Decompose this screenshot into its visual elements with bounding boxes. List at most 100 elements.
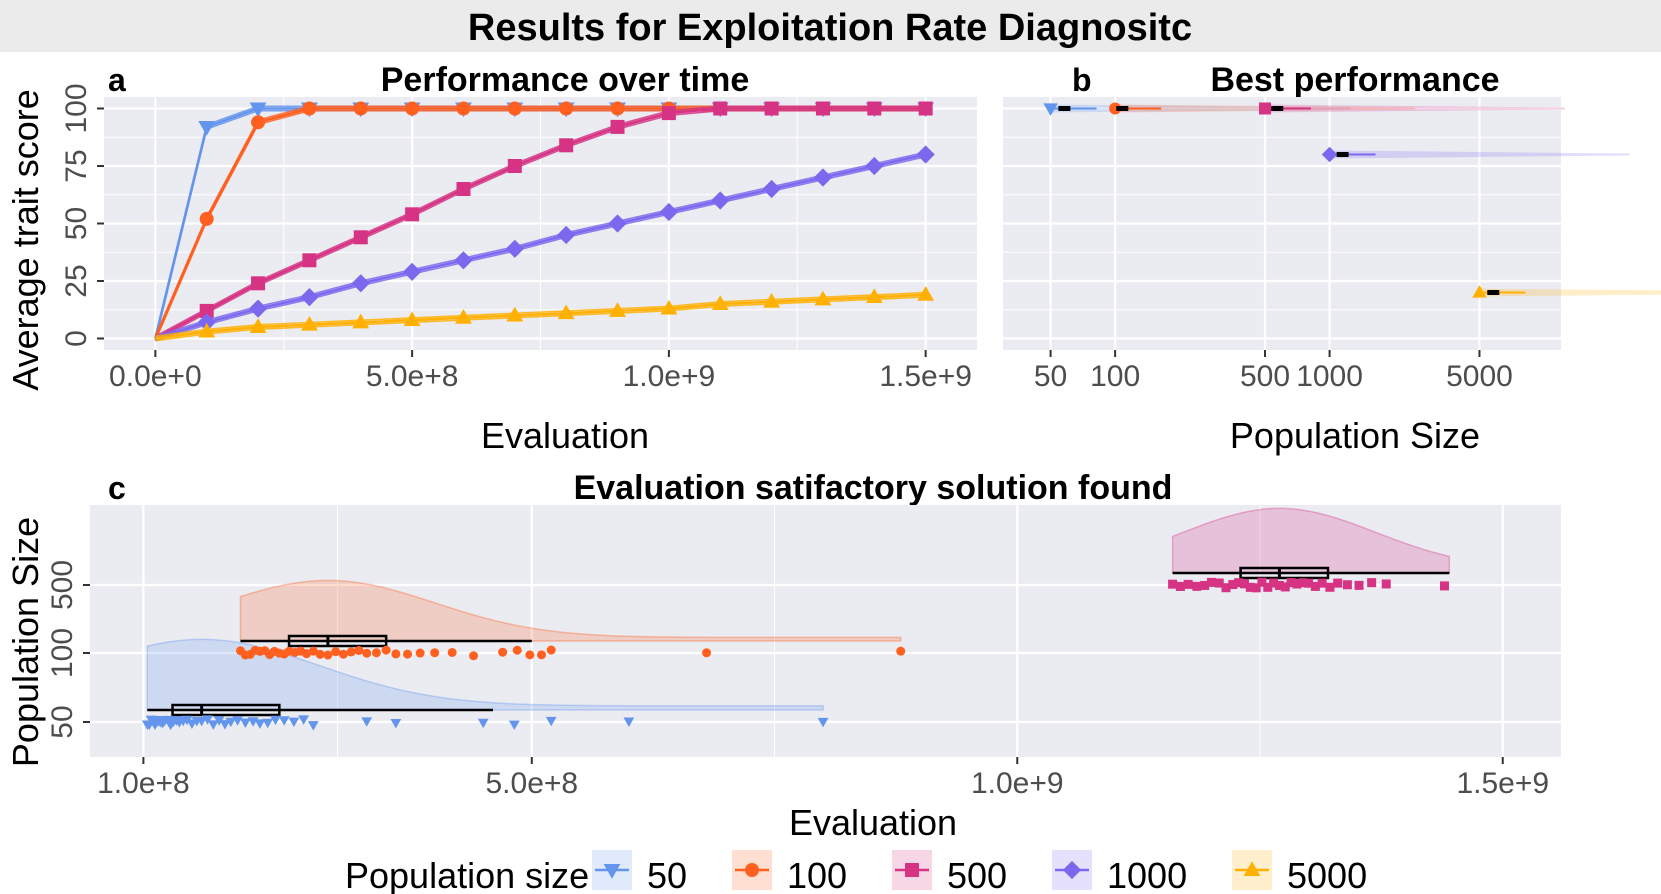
- legend-label-50: 50: [647, 855, 687, 894]
- panel-a-point-500: [507, 159, 522, 173]
- panel-a-point-100: [251, 115, 266, 130]
- panel-c-point-500: [1183, 579, 1193, 589]
- panel-b-xlabel: Population Size: [1230, 415, 1480, 456]
- panel-c-point-100: [430, 648, 440, 658]
- panel-c-point-100: [338, 649, 348, 659]
- panel-c-point-500: [1221, 583, 1231, 593]
- panel-a-series-500-line: [154, 107, 926, 340]
- panel-c-point-500: [1239, 579, 1249, 589]
- panel-c-point-100: [546, 645, 556, 655]
- panel-label-a: a: [108, 62, 126, 98]
- panel-b-density-1000: [1329, 150, 1630, 159]
- panel-a-point-5000: [660, 299, 678, 315]
- panel-c-point-500: [1228, 580, 1238, 590]
- panel-a-point-5000: [814, 290, 832, 306]
- panel-c-point-500: [1292, 579, 1302, 589]
- panel-c-point-500: [1192, 581, 1202, 591]
- panel-a-point-5000: [198, 322, 216, 338]
- panel-c-point-50: [361, 717, 373, 727]
- panel-b-density-500: [1265, 104, 1566, 113]
- panel-a-point-1000: [300, 288, 319, 307]
- panel-a-point-1000: [608, 214, 627, 233]
- legend-marker-100: [745, 863, 759, 877]
- panel-c-point-50: [239, 718, 251, 728]
- panel-c-point-100: [447, 647, 457, 657]
- panel-c-point-100: [702, 648, 712, 658]
- panel-c-xtick-label: 1.5e+9: [1456, 767, 1549, 800]
- panel-c-point-500: [1304, 578, 1314, 588]
- panel-b-point-1000: [1321, 146, 1338, 163]
- panel-c-point-50: [254, 719, 266, 729]
- panel-a-ytick-label: 100: [60, 83, 93, 133]
- panel-c-point-50: [213, 716, 225, 726]
- panel-a-point-50: [249, 102, 267, 118]
- panel-c-background: [90, 505, 1561, 757]
- panel-a-title: Performance over time: [381, 61, 750, 99]
- panel-a-xtick-label: 0.0e+0: [109, 360, 202, 393]
- panel-c-point-50: [196, 716, 208, 727]
- panel-c-xtick-label: 1.0e+9: [971, 767, 1064, 800]
- panel-c-point-50: [817, 717, 829, 728]
- panel-c-xtick-label: 1.0e+8: [97, 767, 190, 800]
- panel-a-point-100: [610, 101, 625, 116]
- panel-b-xtick-label: 5000: [1446, 360, 1513, 393]
- panel-c-xlabel: Evaluation: [789, 802, 957, 843]
- panel-c-point-100: [415, 648, 425, 658]
- panel-a-point-100: [302, 101, 317, 116]
- panel-c-point-500: [1168, 579, 1178, 589]
- panel-a-point-500: [559, 138, 574, 153]
- panel-c-point-100: [371, 648, 381, 658]
- panel-c-box-500: [1239, 566, 1330, 580]
- panel-c-point-100: [331, 647, 341, 657]
- panel-c-point-500: [1200, 580, 1210, 590]
- panel-a-point-1000: [403, 262, 422, 281]
- panel-a-xlabel: Evaluation: [481, 415, 649, 456]
- panel-c-point-500: [1206, 577, 1216, 587]
- legend-label-500: 500: [947, 855, 1007, 894]
- panel-c-point-500: [1310, 581, 1320, 591]
- legend-label-5000: 5000: [1287, 855, 1367, 894]
- panel-c-point-100: [381, 645, 391, 655]
- panel-a-point-5000: [455, 309, 472, 324]
- panel-c-density-500: [1171, 507, 1451, 574]
- panel-a-point-100: [353, 101, 368, 116]
- panel-a-series-1000-line: [155, 151, 926, 338]
- panel-b-point-100: [1109, 102, 1122, 115]
- panel-c-box-50: [171, 703, 281, 717]
- panel-c-point-50: [225, 717, 237, 728]
- panel-a-xtick-label: 1.5e+9: [879, 360, 972, 393]
- panel-a-series-5000-line: [155, 293, 926, 340]
- legend: Population size 50 100 500 1000 5000: [345, 850, 1367, 894]
- panel-c-point-500: [1367, 578, 1377, 588]
- panel-c-point-500: [1251, 583, 1261, 593]
- panel-a-ytick-label: 75: [60, 149, 93, 182]
- suptitle: Results for Exploitation Rate Diagnositc: [468, 7, 1192, 49]
- panel-c-point-50: [262, 718, 274, 729]
- panel-a-point-5000: [403, 311, 421, 327]
- panel-c-point-500: [1325, 582, 1335, 592]
- panel-a-point-500: [610, 119, 625, 134]
- legend-title: Population size: [345, 855, 589, 894]
- panel-c-point-50: [219, 720, 231, 730]
- panel-a-point-500: [764, 101, 779, 116]
- panel-a-point-500: [456, 182, 471, 196]
- panel-a-point-5000: [917, 286, 935, 301]
- panel-c-point-50: [270, 715, 281, 726]
- panel-a-point-1000: [197, 313, 216, 332]
- panel-c-point-500: [1269, 578, 1279, 588]
- panel-c-ytick-label: 500: [46, 560, 79, 610]
- panel-a-series-1000-line: [154, 153, 926, 340]
- panel-a-point-500: [815, 101, 830, 116]
- panel-c-point-100: [362, 648, 372, 658]
- panel-b-point-50: [1043, 103, 1058, 116]
- panel-a-point-500: [713, 101, 728, 116]
- panel-c-point-100: [323, 650, 333, 660]
- panel-b-density-5000: [1479, 288, 1661, 297]
- panel-c-point-100: [308, 646, 318, 656]
- panel-c-point-50: [508, 720, 520, 731]
- panel-a-point-500: [353, 230, 368, 245]
- panel-a-point-5000: [352, 313, 370, 329]
- panel-c-point-50: [307, 721, 319, 731]
- panel-b-xtick-label: 100: [1090, 360, 1140, 393]
